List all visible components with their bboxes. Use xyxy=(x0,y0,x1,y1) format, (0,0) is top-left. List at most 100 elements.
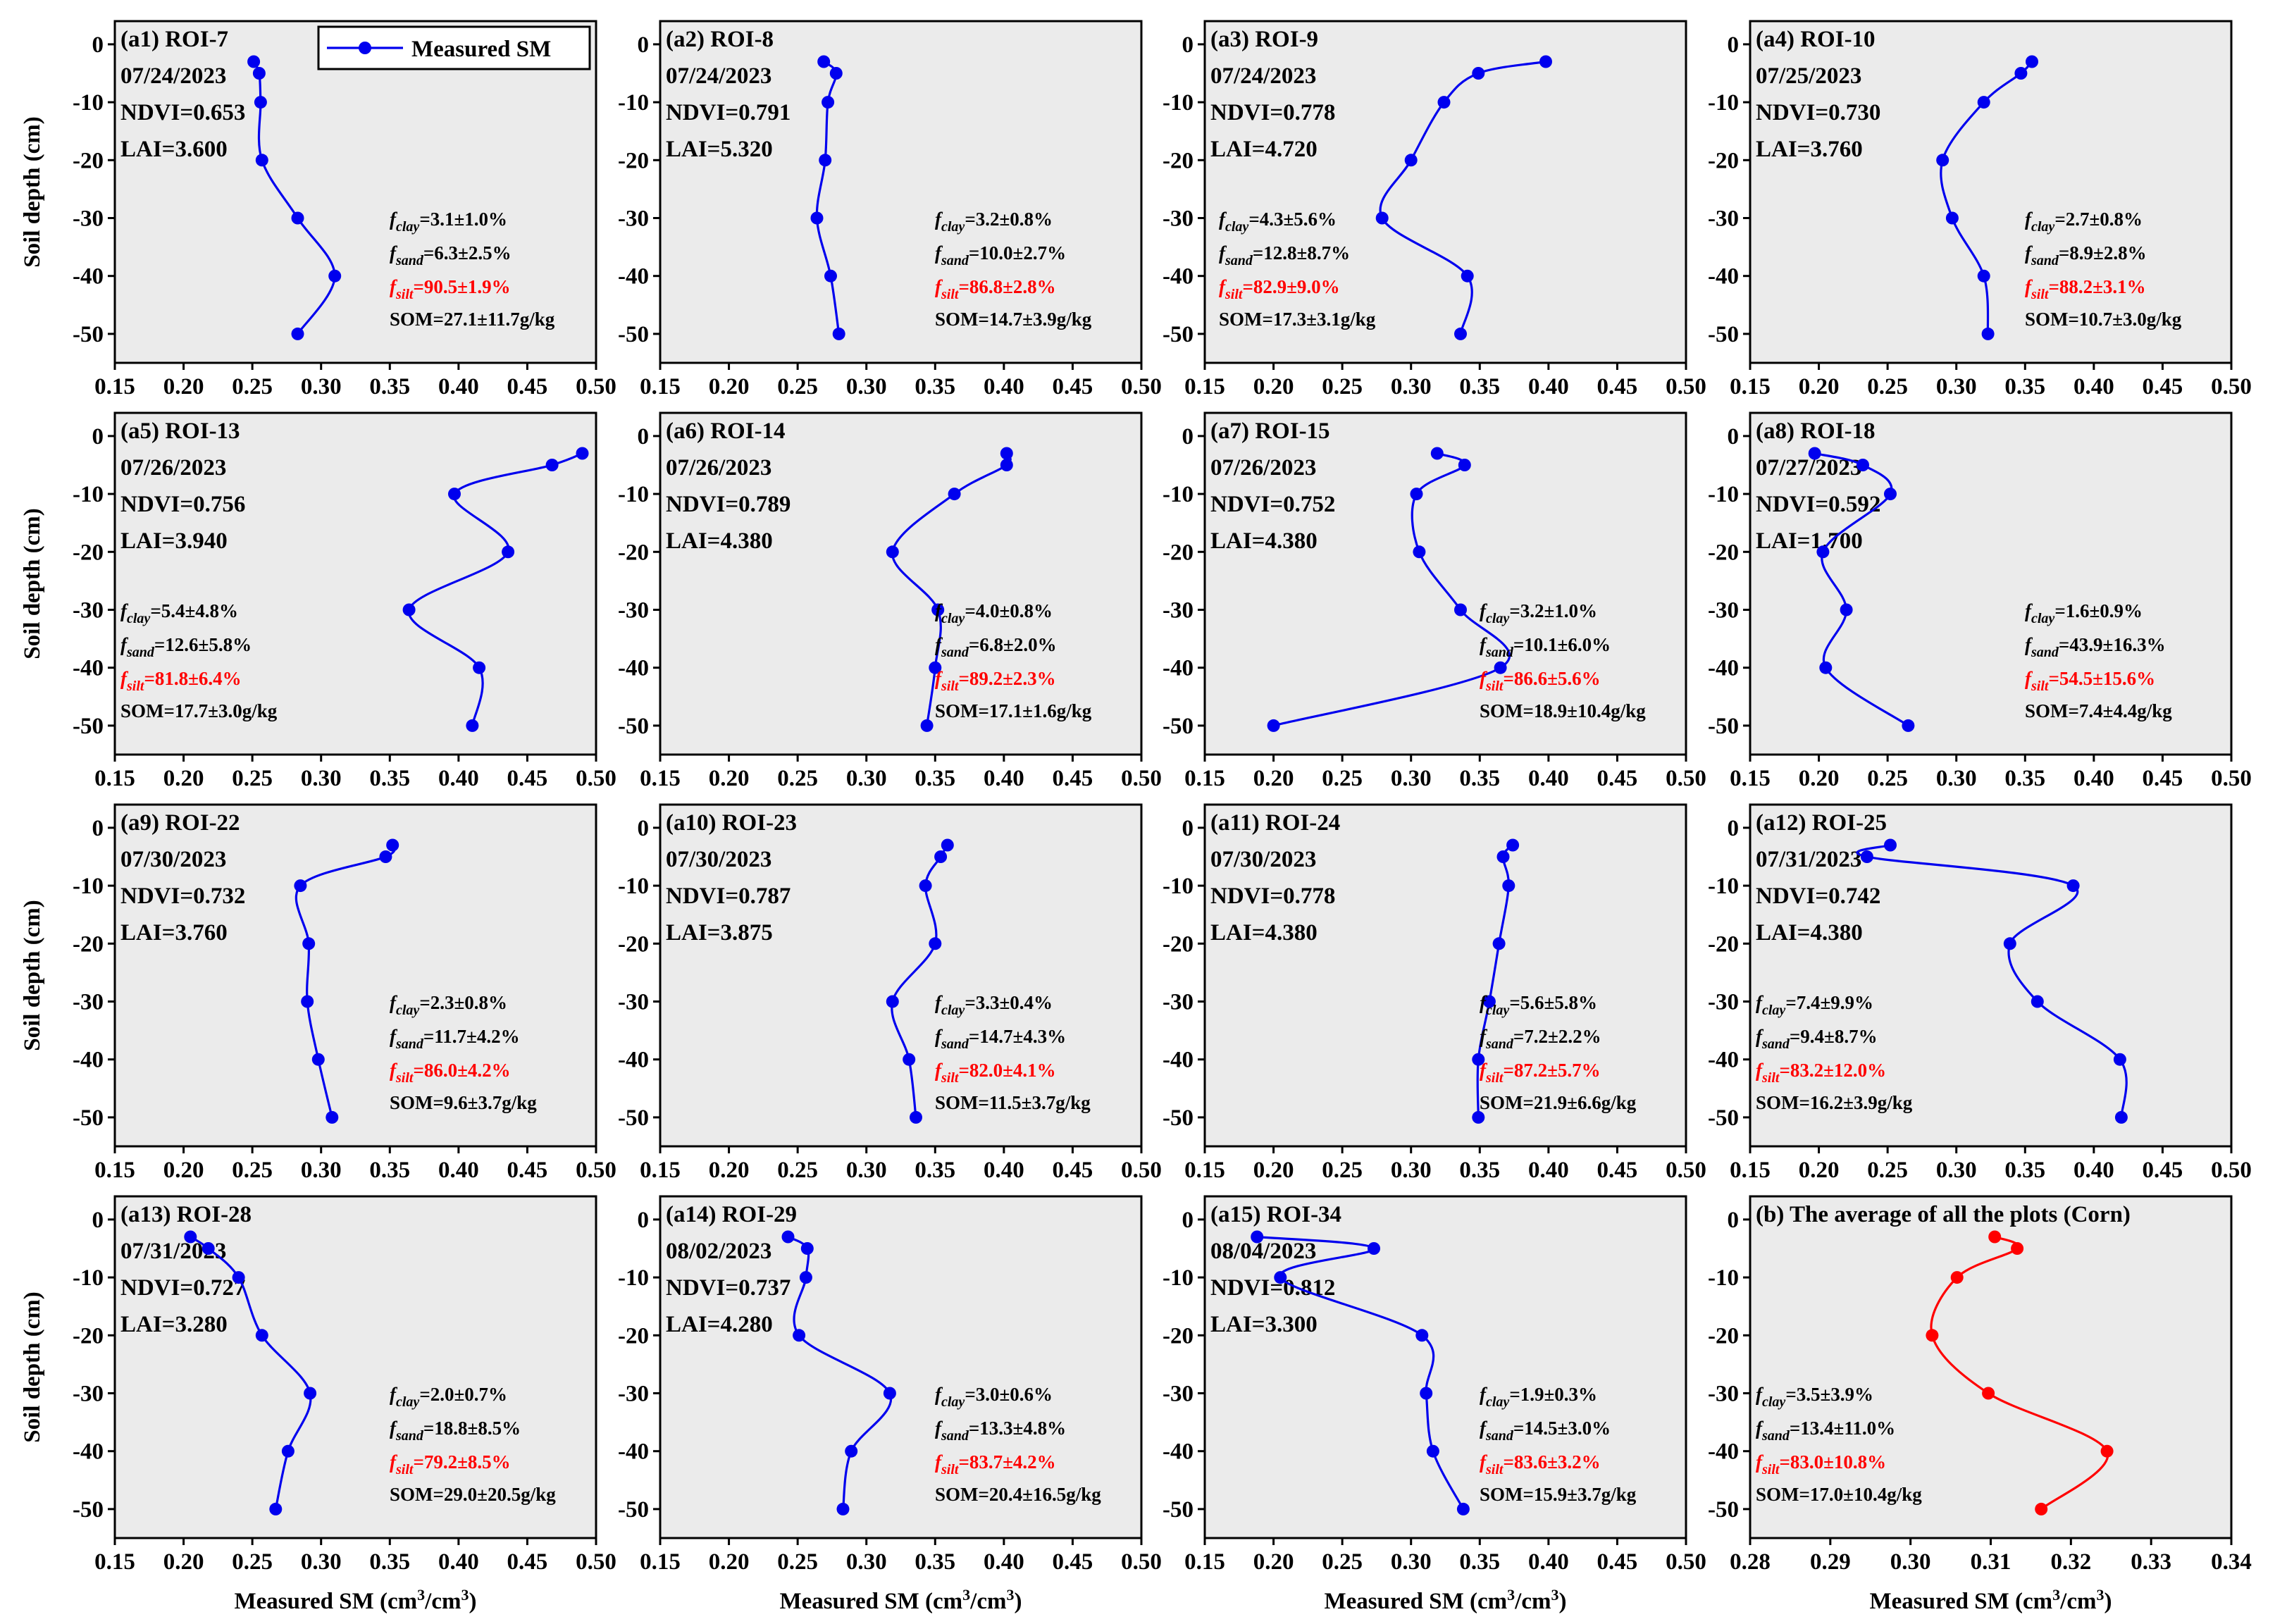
x-tick-label: 0.40 xyxy=(2073,766,2114,791)
x-tick-label: 0.15 xyxy=(1184,1549,1225,1575)
sand-fraction: fsand=18.8±8.5% xyxy=(390,1418,521,1444)
plot-area xyxy=(1749,411,2233,756)
data-point xyxy=(1454,327,1467,340)
panel-3: 0.15 0.20 0.25 0.30 0.35 0.40 0.45 0.50 0 -10 -20 -… xyxy=(1163,20,1706,399)
silt-fraction: fsilt=83.2±12.0% xyxy=(1756,1060,1886,1086)
data-point xyxy=(2031,995,2044,1008)
data-point xyxy=(883,1387,896,1400)
data-point xyxy=(1884,488,1897,501)
y-tick-label: -40 xyxy=(618,1439,649,1465)
y-tick-label: -30 xyxy=(1708,1381,1739,1406)
data-point xyxy=(800,1242,814,1255)
plot-area xyxy=(1203,411,1687,756)
data-point xyxy=(232,1271,245,1284)
x-tick-label: 0.30 xyxy=(1936,766,1977,791)
x-tick-label: 0.20 xyxy=(1253,1158,1294,1183)
data-point xyxy=(1000,447,1013,460)
data-point xyxy=(1977,269,1990,283)
data-point xyxy=(1472,67,1485,80)
x-tick-label: 0.25 xyxy=(1322,766,1363,791)
silt-fraction: fsilt=90.5±1.9% xyxy=(390,276,511,302)
x-tick-label: 0.40 xyxy=(984,1158,1024,1183)
y-tick-label: -40 xyxy=(1708,264,1739,290)
x-tick-label: 0.25 xyxy=(777,1549,818,1575)
sand-fraction: fsand=9.4±8.7% xyxy=(1756,1026,1878,1052)
data-point xyxy=(184,1230,197,1244)
x-tick-label: 0.20 xyxy=(163,1158,204,1183)
data-point xyxy=(1430,447,1444,460)
x-tick-label: 0.25 xyxy=(777,374,818,399)
y-tick-label: -30 xyxy=(618,206,649,231)
x-tick-label: 0.25 xyxy=(232,1549,273,1575)
y-tick-label: 0 xyxy=(92,816,104,841)
data-point xyxy=(269,1502,283,1515)
data-point xyxy=(836,1502,850,1515)
x-tick-label: 0.50 xyxy=(1666,374,1706,399)
x-tick-label: 0.25 xyxy=(777,766,818,791)
y-tick-label: -10 xyxy=(1708,874,1739,899)
x-tick-label: 0.50 xyxy=(1121,766,1162,791)
som-value: SOM=11.5±3.7g/kg xyxy=(935,1092,1091,1113)
sand-fraction: fsand=14.5±3.0% xyxy=(1480,1418,1611,1444)
y-tick-label: -10 xyxy=(73,874,104,899)
data-point xyxy=(1502,879,1515,893)
y-tick-label: -40 xyxy=(73,264,104,290)
y-tick-label: -10 xyxy=(1163,874,1194,899)
panel-lai: LAI=1.700 xyxy=(1756,528,1863,554)
data-point xyxy=(810,211,824,225)
x-tick-label: 0.30 xyxy=(1391,766,1432,791)
data-point xyxy=(1860,850,1873,863)
x-tick-label: 0.45 xyxy=(1053,1549,1093,1575)
y-tick-label: -40 xyxy=(618,1048,649,1073)
y-tick-label: -10 xyxy=(1163,482,1194,507)
data-point xyxy=(202,1242,215,1255)
panel-title: (a7) ROI-15 xyxy=(1210,419,1330,444)
panel-date: 07/24/2023 xyxy=(666,63,771,89)
data-point xyxy=(302,937,316,950)
data-point xyxy=(1884,838,1897,852)
panel-title: (a13) ROI-28 xyxy=(120,1202,252,1227)
data-point xyxy=(1274,1271,1287,1284)
panel-lai: LAI=3.760 xyxy=(120,920,228,946)
x-tick-label: 0.20 xyxy=(163,1549,204,1575)
panel-title: (a6) ROI-14 xyxy=(666,419,786,444)
plot-area xyxy=(1749,20,2233,364)
som-value: SOM=20.4±16.5g/kg xyxy=(935,1484,1101,1505)
y-tick-label: -30 xyxy=(1708,206,1739,231)
x-tick-label: 0.28 xyxy=(1730,1549,1771,1575)
x-tick-label: 0.20 xyxy=(1253,374,1294,399)
clay-fraction: fclay=2.3±0.8% xyxy=(390,992,507,1018)
x-tick-label: 0.15 xyxy=(1730,374,1771,399)
y-tick-label: -30 xyxy=(618,989,649,1015)
panel-ndvi: NDVI=0.778 xyxy=(1210,100,1335,125)
panel-ndvi: NDVI=0.791 xyxy=(666,100,791,125)
panel-ndvi: NDVI=0.789 xyxy=(666,492,791,517)
data-point xyxy=(903,1053,916,1066)
panel-ndvi: NDVI=0.737 xyxy=(666,1275,791,1301)
panel-date: 07/31/2023 xyxy=(1756,847,1861,872)
panel-7: 0.15 0.20 0.25 0.30 0.35 0.40 0.45 0.50 0 -10 -20 -… xyxy=(1163,411,1706,791)
x-tick-label: 0.45 xyxy=(1053,1158,1093,1183)
x-tick-label: 0.50 xyxy=(576,374,616,399)
x-tick-label: 0.35 xyxy=(1459,1549,1500,1575)
panel-15: 0.15 0.20 0.25 0.30 0.35 0.40 0.45 0.50 0 -10 -20 -… xyxy=(1163,1195,1706,1614)
data-point xyxy=(473,661,486,674)
y-tick-label: -50 xyxy=(618,322,649,347)
panel-ndvi: NDVI=0.727 xyxy=(120,1275,245,1301)
y-tick-label: 0 xyxy=(1182,1208,1194,1233)
y-tick-label: -20 xyxy=(73,1323,104,1349)
silt-fraction: fsilt=82.0±4.1% xyxy=(935,1060,1056,1086)
silt-fraction: fsilt=86.0±4.2% xyxy=(390,1060,511,1086)
y-tick-label: 0 xyxy=(638,816,650,841)
y-tick-label: -40 xyxy=(1708,656,1739,681)
y-tick-label: -30 xyxy=(1163,206,1194,231)
panel-title: (a15) ROI-34 xyxy=(1210,1202,1341,1227)
data-point xyxy=(2035,1502,2048,1515)
clay-fraction: fclay=1.6±0.9% xyxy=(2025,600,2143,626)
y-tick-label: -40 xyxy=(618,656,649,681)
x-tick-label: 0.30 xyxy=(301,1158,342,1183)
plot-area xyxy=(1749,803,2233,1148)
som-value: SOM=7.4±4.4g/kg xyxy=(2025,700,2172,721)
clay-fraction: fclay=3.2±0.8% xyxy=(935,209,1053,235)
y-tick-label: -30 xyxy=(618,1381,649,1406)
